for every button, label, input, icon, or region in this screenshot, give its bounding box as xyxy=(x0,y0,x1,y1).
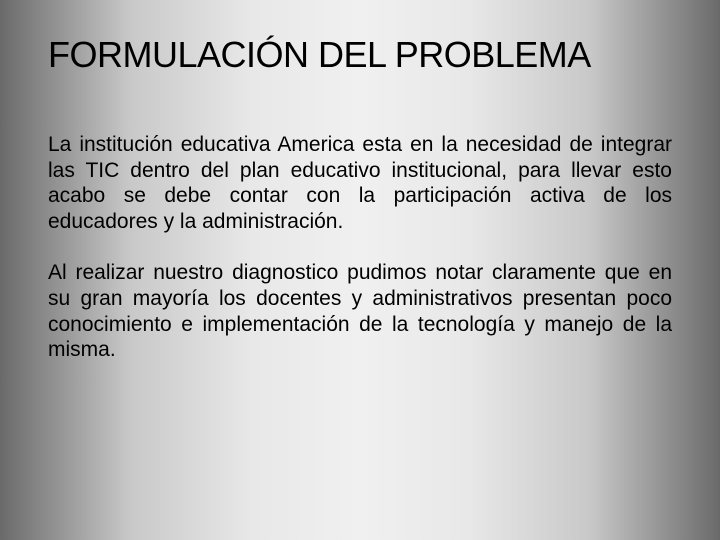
slide-title: FORMULACIÓN DEL PROBLEMA xyxy=(48,34,672,76)
paragraph-1: La institución educativa America esta en… xyxy=(48,132,672,234)
slide-container: FORMULACIÓN DEL PROBLEMA La institución … xyxy=(0,0,720,540)
paragraph-2: Al realizar nuestro diagnostico pudimos … xyxy=(48,260,672,362)
